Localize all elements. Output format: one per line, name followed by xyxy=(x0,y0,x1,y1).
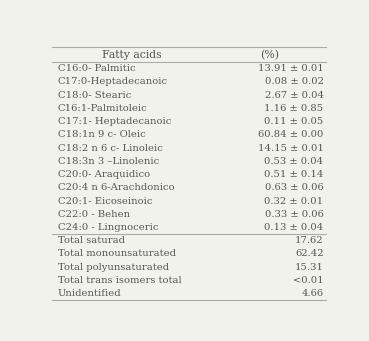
Text: 13.91 ± 0.01: 13.91 ± 0.01 xyxy=(258,64,324,73)
Text: 17.62: 17.62 xyxy=(295,236,324,245)
Text: 2.67 ± 0.04: 2.67 ± 0.04 xyxy=(265,91,324,100)
Text: C17:1- Heptadecanoic: C17:1- Heptadecanoic xyxy=(58,117,171,126)
Text: 0.11 ± 0.05: 0.11 ± 0.05 xyxy=(264,117,324,126)
Text: C22:0 - Behen: C22:0 - Behen xyxy=(58,210,130,219)
Text: C18:0- Stearic: C18:0- Stearic xyxy=(58,91,131,100)
Text: C16:0- Palmitic: C16:0- Palmitic xyxy=(58,64,135,73)
Text: 0.13 ± 0.04: 0.13 ± 0.04 xyxy=(264,223,324,232)
Text: C16:1-Palmitoleic: C16:1-Palmitoleic xyxy=(58,104,147,113)
Text: C17:0-Heptadecanoic: C17:0-Heptadecanoic xyxy=(58,77,168,86)
Text: 0.53 ± 0.04: 0.53 ± 0.04 xyxy=(265,157,324,166)
Text: 60.84 ± 0.00: 60.84 ± 0.00 xyxy=(258,130,324,139)
Text: 0.08 ± 0.02: 0.08 ± 0.02 xyxy=(265,77,324,86)
Text: Total saturad: Total saturad xyxy=(58,236,125,245)
Text: Fatty acids: Fatty acids xyxy=(102,50,162,60)
Text: 0.63 ± 0.06: 0.63 ± 0.06 xyxy=(265,183,324,192)
Text: 1.16 ± 0.85: 1.16 ± 0.85 xyxy=(265,104,324,113)
Text: 0.32 ± 0.01: 0.32 ± 0.01 xyxy=(265,196,324,206)
Text: 14.15 ± 0.01: 14.15 ± 0.01 xyxy=(258,144,324,152)
Text: Total trans isomers total: Total trans isomers total xyxy=(58,276,181,285)
Text: 62.42: 62.42 xyxy=(295,250,324,258)
Text: 0.51 ± 0.14: 0.51 ± 0.14 xyxy=(264,170,324,179)
Text: C20:0- Araquidico: C20:0- Araquidico xyxy=(58,170,150,179)
Text: (%): (%) xyxy=(260,50,279,60)
Text: 0.33 ± 0.06: 0.33 ± 0.06 xyxy=(265,210,324,219)
Text: 4.66: 4.66 xyxy=(301,289,324,298)
Text: C18:1n 9 c- Oleic: C18:1n 9 c- Oleic xyxy=(58,130,145,139)
Text: Total polyunsaturated: Total polyunsaturated xyxy=(58,263,169,272)
Text: <0.01: <0.01 xyxy=(293,276,324,285)
Text: C18:3n 3 –Linolenic: C18:3n 3 –Linolenic xyxy=(58,157,159,166)
Text: C20:1- Eicoseinoic: C20:1- Eicoseinoic xyxy=(58,196,152,206)
Text: C24:0 - Lingnoceric: C24:0 - Lingnoceric xyxy=(58,223,158,232)
Text: C20:4 n 6-Arachdonico: C20:4 n 6-Arachdonico xyxy=(58,183,174,192)
Text: Total monounsaturated: Total monounsaturated xyxy=(58,250,176,258)
Text: Unidentified: Unidentified xyxy=(58,289,121,298)
Text: 15.31: 15.31 xyxy=(294,263,324,272)
Text: C18:2 n 6 c- Linoleic: C18:2 n 6 c- Linoleic xyxy=(58,144,162,152)
